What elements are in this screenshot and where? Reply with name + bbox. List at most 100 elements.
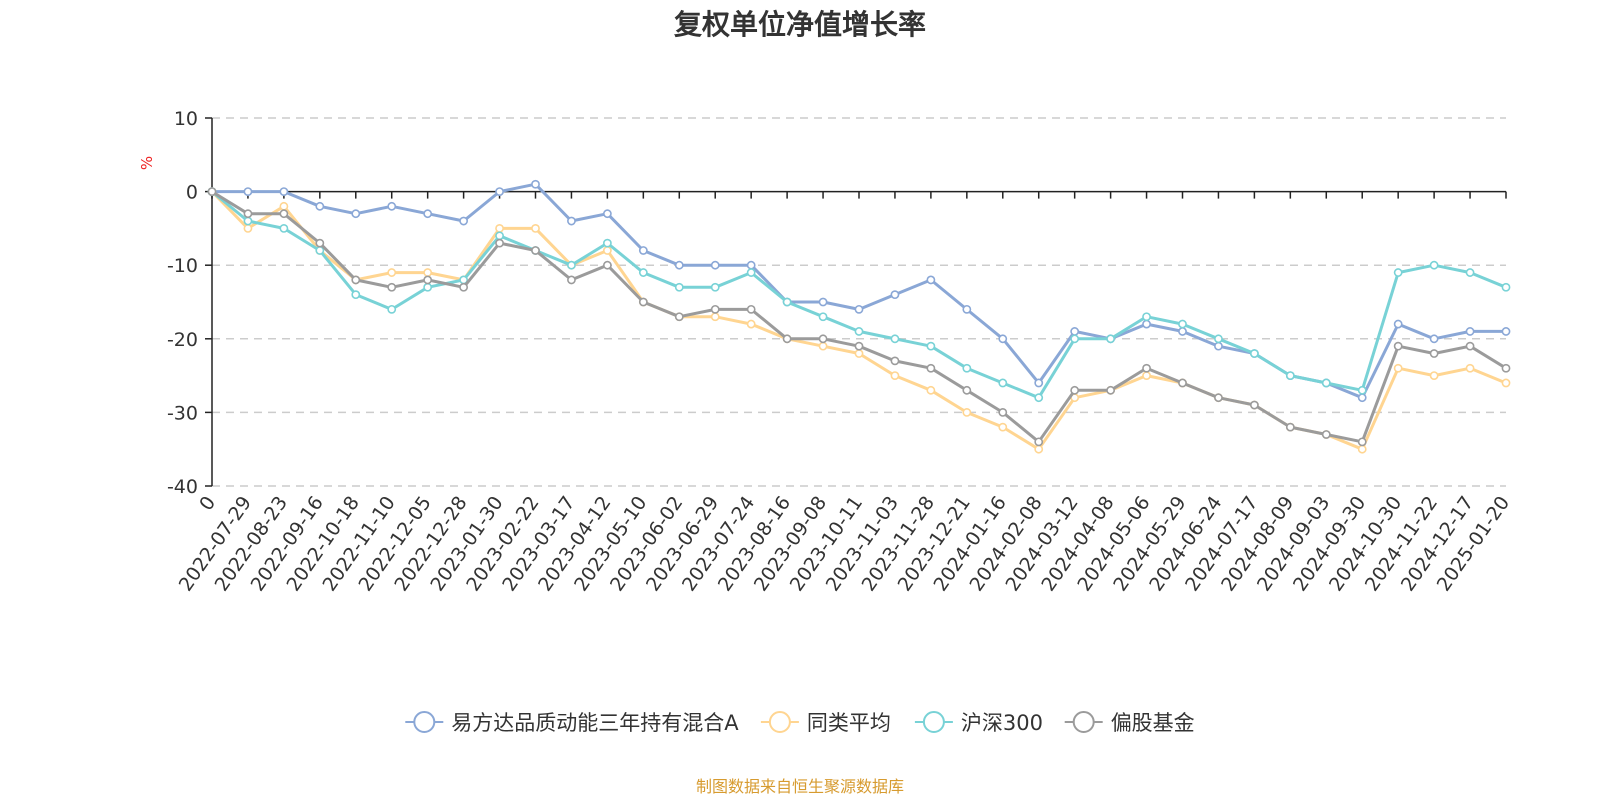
data-point — [746, 319, 756, 329]
data-point — [890, 356, 900, 366]
data-point — [243, 223, 253, 233]
legend-item-1: 同类平均 — [760, 711, 891, 735]
data-point — [926, 385, 936, 395]
data-point — [1142, 319, 1151, 329]
axis-layer: 100-10-20-30-4002022-07-292022-08-232022… — [167, 108, 1514, 595]
data-point — [710, 260, 720, 270]
series-layer — [207, 179, 1511, 454]
data-point — [1106, 334, 1116, 344]
legend-label: 偏股基金 — [1111, 711, 1195, 735]
data-point — [818, 341, 828, 351]
data-point — [567, 216, 576, 226]
data-point — [962, 363, 972, 373]
data-point — [351, 209, 361, 219]
data-point — [1429, 371, 1439, 380]
data-point — [1142, 363, 1151, 373]
data-point — [1465, 363, 1475, 373]
data-point — [926, 363, 936, 373]
data-point — [1321, 430, 1331, 439]
y-tick-label: 10 — [174, 108, 198, 130]
data-point — [782, 334, 792, 344]
series-line — [210, 190, 1508, 400]
data-point — [1070, 385, 1080, 395]
data-point — [459, 216, 469, 226]
data-point — [962, 385, 972, 395]
data-point — [279, 209, 289, 219]
data-point — [854, 327, 864, 336]
data-point — [531, 223, 540, 233]
legend-label: 沪深300 — [961, 711, 1043, 735]
data-point — [567, 275, 576, 285]
data-point — [602, 246, 612, 255]
data-point — [1285, 371, 1295, 380]
data-point — [1178, 319, 1187, 329]
data-point — [890, 334, 900, 344]
data-point — [279, 201, 289, 211]
data-point — [998, 334, 1008, 344]
data-point — [495, 231, 504, 241]
data-point — [638, 297, 648, 307]
data-point — [351, 275, 361, 285]
y-tick-label: 0 — [186, 182, 198, 204]
data-point — [1106, 385, 1116, 395]
data-point — [243, 187, 253, 196]
data-point — [854, 304, 864, 314]
data-point — [1034, 393, 1044, 403]
data-point — [243, 209, 253, 219]
data-point — [638, 246, 648, 255]
data-point — [531, 179, 540, 189]
data-point — [423, 275, 433, 285]
y-axis-unit-label: % — [138, 156, 156, 170]
data-point — [1357, 385, 1367, 395]
data-point — [387, 282, 397, 292]
data-point — [1321, 378, 1331, 388]
series-line — [210, 190, 1508, 451]
data-point — [854, 341, 864, 351]
data-point — [1249, 349, 1259, 358]
data-point — [1070, 334, 1080, 344]
data-point — [1393, 268, 1403, 277]
y-tick-label: -30 — [167, 402, 198, 424]
legend-label: 同类平均 — [807, 711, 891, 735]
data-point — [1142, 312, 1151, 322]
data-point — [243, 216, 253, 226]
legend-marker-icon — [922, 711, 945, 733]
data-point — [1393, 341, 1403, 351]
data-point — [638, 268, 648, 277]
data-point — [998, 422, 1008, 432]
legend-item-3: 偏股基金 — [1064, 711, 1195, 735]
data-point — [890, 290, 900, 300]
data-point — [854, 349, 864, 358]
data-source-label: 制图数据来自恒生聚源数据库 — [696, 777, 904, 796]
data-point — [998, 378, 1008, 388]
series-line — [210, 182, 1508, 400]
series-0 — [207, 179, 1511, 403]
x-tick-label: 0 — [195, 492, 220, 515]
data-point — [998, 407, 1008, 417]
data-point — [1357, 393, 1367, 403]
data-point — [279, 223, 289, 233]
data-point — [674, 312, 684, 322]
data-point — [495, 187, 504, 196]
data-point — [710, 312, 720, 322]
data-point — [890, 371, 900, 380]
data-point — [1034, 437, 1044, 447]
data-point — [962, 407, 972, 417]
data-point — [926, 275, 936, 285]
data-point — [782, 297, 792, 307]
data-point — [1142, 371, 1151, 380]
data-point — [818, 297, 828, 307]
data-point — [1501, 282, 1511, 292]
data-point — [567, 260, 576, 270]
data-point — [962, 304, 972, 314]
data-point — [351, 290, 361, 300]
data-point — [1214, 334, 1223, 344]
data-point — [710, 282, 720, 292]
data-point — [1501, 363, 1511, 373]
data-point — [1357, 444, 1367, 454]
y-tick-label: -10 — [167, 255, 198, 277]
legend-item-0: 易方达品质动能三年持有混合A — [405, 711, 739, 735]
data-point — [423, 282, 433, 292]
legend-marker-icon — [413, 711, 436, 733]
data-point — [1465, 341, 1475, 351]
